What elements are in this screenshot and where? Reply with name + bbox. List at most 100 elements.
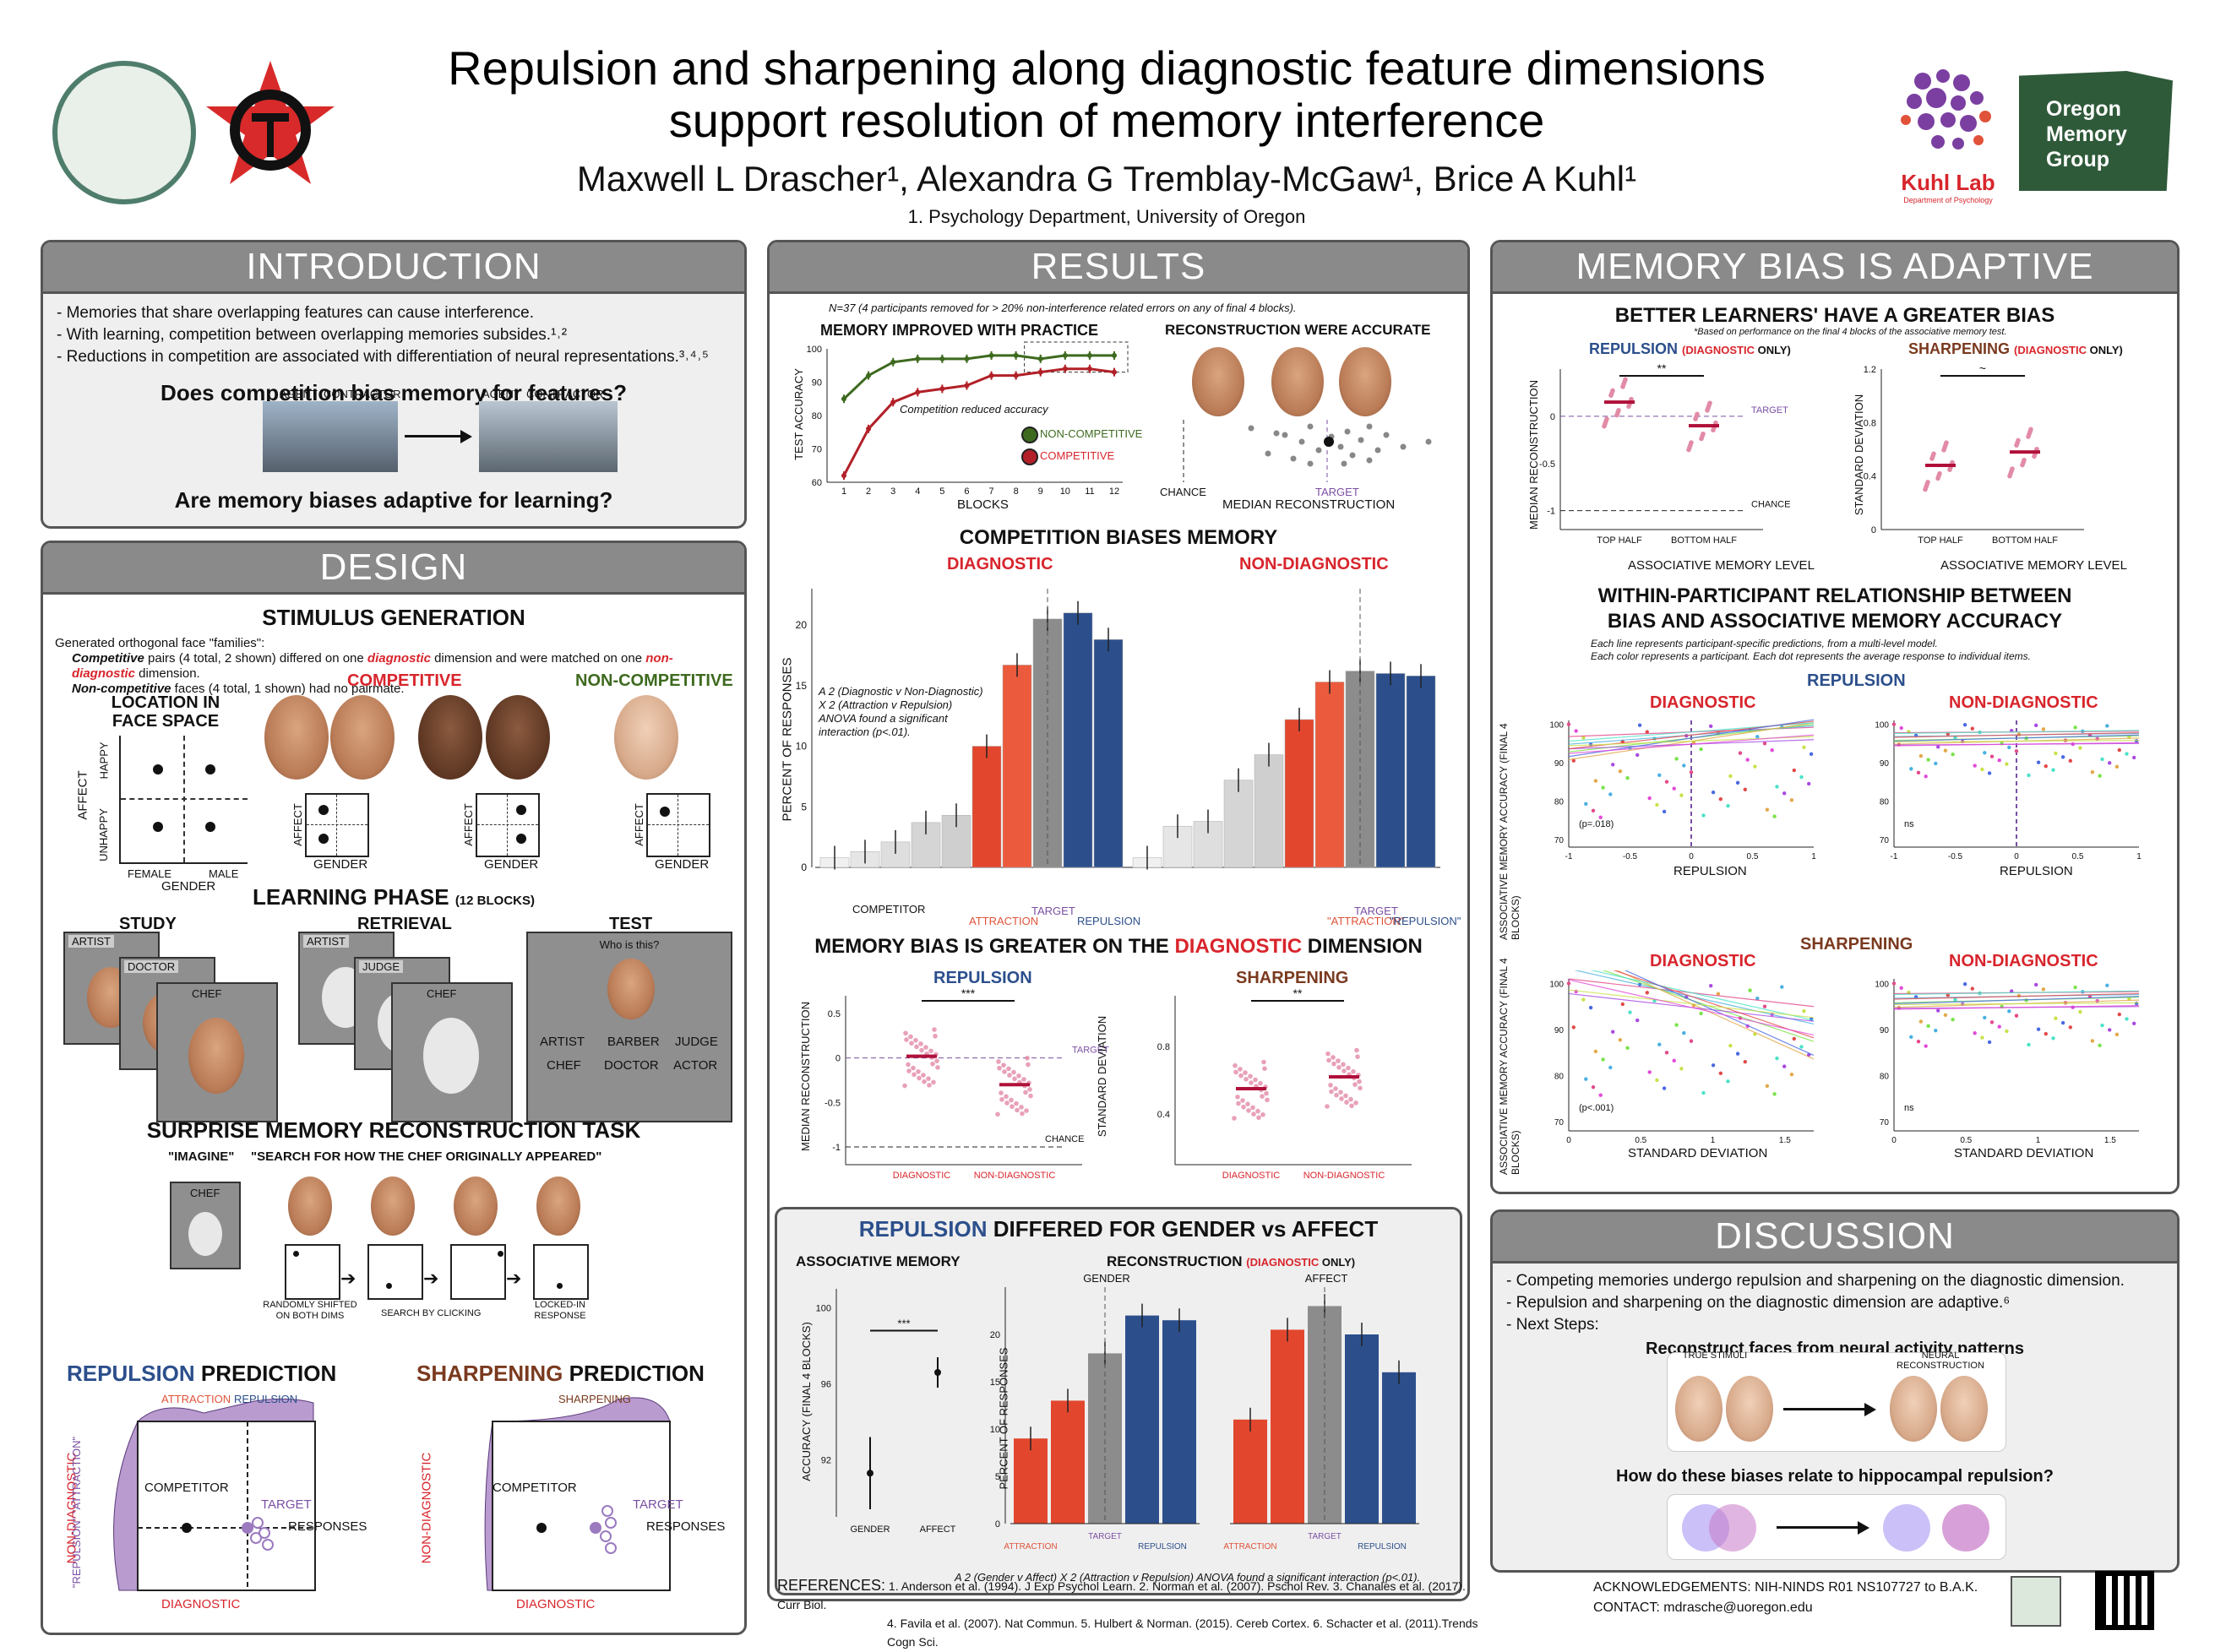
face-space-grid: [119, 736, 248, 864]
data-point: [1735, 1052, 1740, 1056]
data-point: [1672, 786, 1676, 791]
data-point: [2098, 774, 2102, 778]
participant-line: [1568, 734, 1815, 754]
n-note: N=37 (4 participants removed for > 20% n…: [829, 302, 1297, 314]
diagnostic-label: DIAGNOSTIC: [161, 1597, 241, 1611]
y-tick-label: 92: [821, 1456, 831, 1466]
bar: [1162, 1320, 1196, 1524]
data-point: [2100, 757, 2104, 762]
repulsion-xlabel: REPULSION: [1673, 864, 1747, 878]
mini-face-space: [305, 793, 369, 857]
participant-line: [1613, 970, 1815, 1039]
participant-line: [1893, 990, 2140, 996]
y-tick-label: 20: [990, 1330, 1000, 1340]
data-point: [1709, 983, 1713, 988]
repulsion-quoted-label: "REPULSION": [1390, 915, 1461, 927]
data-point: [2007, 745, 2011, 750]
gender-affect-subpanel: REPULSION DIFFERED FOR GENDER vs AFFECT …: [775, 1207, 1462, 1595]
data-point: [1355, 1054, 1360, 1059]
data-point: [2028, 427, 2033, 432]
data-point: [1331, 1055, 1336, 1060]
x-tick-label: 7: [988, 486, 993, 497]
bar: [1088, 1353, 1122, 1524]
x-tick-label: NON-DIAGNOSTIC: [1303, 1171, 1385, 1181]
data-point: [917, 1075, 922, 1081]
data-point: [1762, 1004, 1767, 1008]
data-point: [1689, 440, 1694, 445]
bar: [1284, 719, 1314, 868]
y-tick-label: 80: [1880, 1073, 1890, 1082]
x-tick-label: 1: [2036, 1136, 2041, 1145]
arrow-icon: ➔: [340, 1268, 356, 1289]
better-learners-dotplots: -1 -0.5 0 TARGET CHANCE ** TOP HALF BOTTOM HALF…: [1539, 361, 2084, 546]
accuracy-title: MEMORY IMPROVED WITH PRACTICE: [820, 322, 1099, 339]
pct-ylabel: PERCENT OF RESPONSES: [780, 657, 795, 822]
data-point: [1770, 748, 1774, 753]
discussion-heading: DISCUSSION: [1493, 1212, 2177, 1263]
data-point: [1623, 377, 1628, 383]
face-image: [288, 1177, 332, 1236]
data-point: [1672, 1058, 1676, 1063]
data-point: [1037, 369, 1043, 375]
design-heading: DESIGN: [43, 543, 744, 595]
data-point: [1325, 1051, 1331, 1057]
data-point: [1591, 1084, 1596, 1090]
data-point: [1674, 757, 1679, 761]
mean-bar: [1329, 1075, 1359, 1079]
target-label: TARGET: [1031, 905, 1075, 917]
data-point: [1329, 1089, 1334, 1095]
refs-line: 1. Anderson et al. (1994). J Exp Psychol…: [777, 1579, 1466, 1611]
face-image: [1675, 1376, 1722, 1442]
data-point: [1713, 420, 1718, 426]
data-point: [2051, 768, 2055, 772]
data-point: [931, 1079, 936, 1085]
y-tick-label: 0: [1550, 412, 1555, 422]
stim-text: pairs (4 total, 2 shown) differed on one: [144, 651, 367, 666]
gender-label: GENDER: [484, 857, 539, 872]
data-point: [1709, 724, 1713, 729]
data-point: [930, 1061, 935, 1067]
mean-bar: [999, 1083, 1030, 1087]
data-point: [1255, 1108, 1260, 1114]
mean-bar: [2010, 450, 2040, 454]
data-point: [1962, 982, 1967, 986]
data-point: [1584, 802, 1588, 807]
diagnostic-label: DIAGNOSTIC: [516, 1597, 596, 1611]
data-point: [1618, 769, 1623, 774]
data-point: [932, 1027, 937, 1032]
card-label: CHEF: [427, 987, 457, 1000]
data-point: [1062, 352, 1068, 358]
bar: [1125, 1315, 1159, 1524]
y-tick-label: 0.4: [1864, 472, 1876, 482]
test-option: CHEF: [547, 1058, 581, 1073]
scatter-point: [1265, 450, 1271, 457]
data-point: [1989, 1020, 1995, 1024]
arrow-head-icon: [460, 430, 472, 443]
data-point: [1762, 742, 1767, 746]
target-label: TARGET: [633, 1497, 683, 1512]
anova-line: A 2 (Diagnostic v Non-Diagnostic): [819, 685, 983, 698]
data-point: [1664, 1051, 1669, 1055]
y-tick-label: -0.5: [825, 1098, 841, 1108]
assoc-level-label: ASSOCIATIVE MEMORY LEVEL: [1628, 558, 1815, 573]
data-point: [1989, 754, 1995, 758]
x-tick-label: AFFECT: [920, 1524, 956, 1535]
data-point: [2014, 749, 2019, 753]
competitor-label: COMPETITOR: [493, 1481, 577, 1495]
nondiagnostic-axis: NON-DIAGNOSTIC: [419, 1452, 434, 1564]
agent-contractor-figure: AGENT CONTRACTOR AGENT CONTRACTOR: [220, 388, 618, 472]
true-stim-label: TRUE STIMULI: [1682, 1350, 1748, 1361]
anova-line: ANOVA found a significant: [819, 712, 948, 725]
y-tick-label: 0.8: [1157, 1042, 1170, 1052]
data-point: [964, 356, 970, 361]
data-point: [1682, 1030, 1686, 1035]
data-point: [1238, 1073, 1244, 1079]
sig-label: ***: [897, 1318, 910, 1330]
scatter-point: [1290, 455, 1297, 462]
affect-label: AFFECT: [291, 803, 304, 846]
data-point: [1013, 352, 1019, 358]
gender-title: DIFFERED FOR GENDER vs AFFECT: [987, 1216, 1379, 1242]
arrow-head-icon: [1858, 1521, 1869, 1535]
scatter-point: [1366, 423, 1373, 430]
scatter-point: [1400, 443, 1407, 450]
